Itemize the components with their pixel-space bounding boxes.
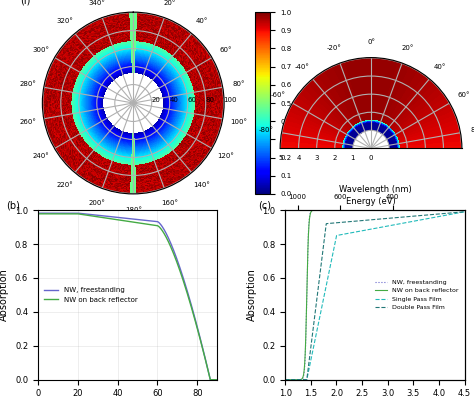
NW on back reflector xyxy=(120,218,126,223)
Line: NW on back reflector: NW on back reflector xyxy=(38,214,217,380)
Single Pass Film xyxy=(422,217,428,221)
Line: NW, freestanding: NW, freestanding xyxy=(38,213,217,380)
NW, freestanding xyxy=(132,217,138,222)
Y-axis label: Absorption: Absorption xyxy=(247,269,257,321)
NW, freestanding xyxy=(336,208,341,213)
Y-axis label: Absorption: Absorption xyxy=(0,269,9,321)
NW, freestanding xyxy=(462,208,467,213)
Double Pass Film xyxy=(406,214,411,219)
Line: NW on back reflector: NW on back reflector xyxy=(285,210,465,380)
Single Pass Film xyxy=(462,209,467,214)
Legend: NW, freestanding, NW on back reflector, Single Pass Film, Double Pass Film: NW, freestanding, NW on back reflector, … xyxy=(373,277,461,313)
NW on back reflector xyxy=(208,377,213,382)
Double Pass Film xyxy=(462,209,467,214)
NW on back reflector xyxy=(362,208,367,213)
NW, freestanding xyxy=(422,208,428,213)
Double Pass Film xyxy=(361,218,367,223)
NW, freestanding xyxy=(182,281,188,286)
NW on back reflector xyxy=(142,221,147,226)
Line: NW, freestanding: NW, freestanding xyxy=(285,210,465,380)
NW on back reflector xyxy=(210,377,216,382)
NW, freestanding xyxy=(301,373,306,378)
NW, freestanding xyxy=(208,377,213,382)
NW on back reflector xyxy=(182,283,188,288)
NW on back reflector xyxy=(35,211,41,216)
Single Pass Film xyxy=(361,228,367,233)
NW, freestanding xyxy=(214,377,220,382)
Text: (b): (b) xyxy=(6,200,19,210)
Line: Single Pass Film: Single Pass Film xyxy=(285,212,465,380)
X-axis label: Wavelength (nm): Wavelength (nm) xyxy=(338,185,411,194)
NW, freestanding xyxy=(362,208,367,213)
Single Pass Film xyxy=(406,220,411,225)
NW on back reflector xyxy=(426,208,431,213)
NW on back reflector xyxy=(462,208,467,213)
NW, freestanding xyxy=(283,377,288,382)
NW, freestanding xyxy=(355,208,361,213)
NW on back reflector xyxy=(132,220,138,225)
NW, freestanding xyxy=(120,216,126,221)
Double Pass Film xyxy=(422,213,428,218)
NW on back reflector xyxy=(121,218,127,223)
Line: Double Pass Film: Double Pass Film xyxy=(285,212,465,380)
NW on back reflector xyxy=(214,377,220,382)
NW on back reflector xyxy=(338,208,344,213)
NW on back reflector xyxy=(283,377,288,382)
NW on back reflector xyxy=(301,372,306,377)
NW on back reflector xyxy=(422,208,428,213)
Double Pass Film xyxy=(301,377,306,382)
NW on back reflector xyxy=(355,208,361,213)
NW on back reflector xyxy=(406,208,411,213)
Text: (i): (i) xyxy=(20,0,31,5)
Double Pass Film xyxy=(283,377,288,382)
NW, freestanding xyxy=(35,211,41,216)
X-axis label: Energy (eV): Energy (eV) xyxy=(346,197,396,206)
Double Pass Film xyxy=(355,219,361,223)
NW, freestanding xyxy=(210,377,216,382)
Text: (c): (c) xyxy=(258,200,272,210)
NW, freestanding xyxy=(142,218,147,223)
Single Pass Film xyxy=(355,229,361,234)
Single Pass Film xyxy=(283,377,288,382)
Single Pass Film xyxy=(301,377,306,382)
Single Pass Film xyxy=(426,216,431,221)
NW, freestanding xyxy=(406,208,411,213)
Legend: NW, freestanding, NW on back reflector: NW, freestanding, NW on back reflector xyxy=(41,284,140,305)
NW, freestanding xyxy=(121,216,127,221)
NW, freestanding xyxy=(426,208,431,213)
Double Pass Film xyxy=(426,213,431,217)
